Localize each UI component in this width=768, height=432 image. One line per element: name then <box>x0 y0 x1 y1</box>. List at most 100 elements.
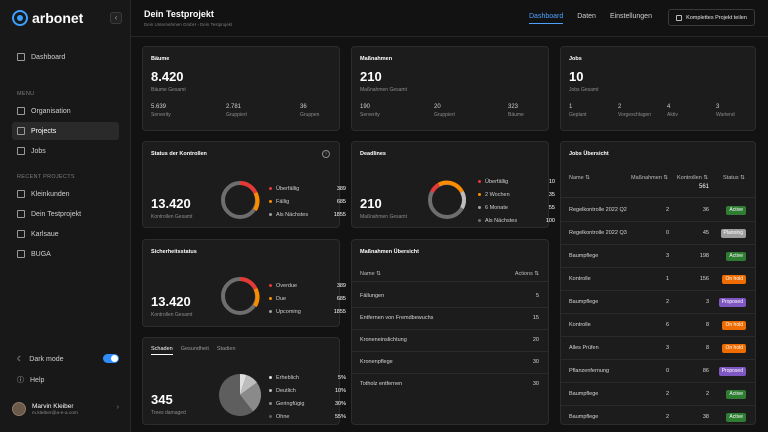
breadcrumb-item[interactable]: Dein Testprojekt <box>200 22 233 27</box>
tab-dashboard[interactable]: Dashboard <box>529 13 564 24</box>
table-row[interactable]: Fällungen 5 <box>352 286 548 308</box>
card-sicherheitsstatus: Sicherheitsstatus 13.420 Kontrollen Gesa… <box>142 239 346 327</box>
stat-item: 190 Serverity <box>360 104 380 118</box>
sicherheit-donut-chart <box>221 277 260 315</box>
recent-project-dein-testprojekt[interactable]: Dein Testprojekt <box>12 205 119 223</box>
sidebar-item-organisation[interactable]: Organisation <box>12 102 119 120</box>
table-row[interactable]: Kontrolle 1 156 On hold <box>561 268 755 291</box>
job-kontrollen: 198 <box>699 253 709 259</box>
job-name: Regelkontrolle 2022 Q2 <box>569 207 627 213</box>
job-name: Alles Prüfen <box>569 345 599 351</box>
sidebar-item-dashboard[interactable]: Dashboard <box>12 48 119 66</box>
job-kontrollen: 8 <box>705 322 709 328</box>
table-row[interactable]: Kroneneinslichtung 20 <box>352 330 548 352</box>
column-header-name[interactable]: Name ⇅ <box>569 175 590 181</box>
tab-schaden[interactable]: Schaden <box>151 346 173 355</box>
help-link[interactable]: ⓘ Help <box>12 373 44 387</box>
table-row[interactable]: Kronenpflege 30 <box>352 352 548 374</box>
job-massnahmen: 2 <box>665 207 669 213</box>
status-badge: On hold <box>722 344 746 353</box>
column-header-kontrollen[interactable]: Kontrollen ⇅ <box>677 175 708 181</box>
column-header-massnahmen[interactable]: Maßnahmen ⇅ <box>631 175 669 181</box>
dashboard-icon <box>17 53 25 61</box>
table-row[interactable]: Entfernen von Fremdbewuchs 15 <box>352 308 548 330</box>
stat-item: 2.781 Gruppiert <box>226 104 247 118</box>
schaden-legend: Erheblich 5% Deutlich 10% Geringfügig 30% O… <box>269 371 346 423</box>
sidebar-item-jobs[interactable]: Jobs <box>12 142 119 160</box>
recent-project-karlsaue[interactable]: Karlsaue <box>12 225 119 243</box>
folder-icon <box>17 190 25 198</box>
logo-icon <box>12 10 28 26</box>
main-nav: Dashboard <box>0 48 131 66</box>
sidebar-item-label: Dashboard <box>31 53 66 61</box>
legend-item: Overdue 389 <box>269 279 346 292</box>
legend-item: Als Nächstes 100 <box>478 214 555 227</box>
job-massnahmen: 1 <box>665 276 669 282</box>
table-row[interactable]: Alles Prüfen 3 8 On hold <box>561 337 755 360</box>
card-schaden: Schaden Gesundheit Stadien 345 Trees dam… <box>142 337 346 425</box>
tab-stadien[interactable]: Stadien <box>216 346 236 352</box>
card-subtitle: Jobs Gesamt <box>569 87 599 93</box>
stat-item: 1 Geplant <box>569 104 587 118</box>
app-logo[interactable]: arbonet <box>12 10 83 26</box>
job-massnahmen: 6 <box>665 322 669 328</box>
dark-mode-toggle[interactable] <box>103 354 119 363</box>
jobs-icon <box>17 147 25 155</box>
job-massnahmen: 3 <box>665 345 669 351</box>
job-kontrollen: 36 <box>702 207 709 213</box>
table-row[interactable]: Regelkontrolle 2022 Q2 2 36 Active <box>561 199 755 222</box>
card-subtitle: Maßnahmen Gesamt <box>360 87 407 93</box>
deadlines-legend: Überfällig 10 2 Wochen 35 6 Monate 55 Als N… <box>478 175 555 227</box>
help-icon: ⓘ <box>17 377 24 384</box>
sort-icon: ⇅ <box>534 271 539 277</box>
table-row[interactable]: Kontrolle 6 8 On hold <box>561 314 755 337</box>
user-email: m.kleiber@a-e-a.com <box>32 410 78 416</box>
top-bar: Dein Testprojekt Dein Unternehmen GmbH ›… <box>131 0 768 37</box>
sicherheit-legend: Overdue 389 Due 685 Upcoming 1855 <box>269 279 346 318</box>
card-value: 13.420 <box>151 294 191 309</box>
user-menu[interactable]: Marvin Kleiber m.kleiber@a-e-a.com › <box>12 398 119 420</box>
schaden-pie-chart <box>219 373 262 416</box>
collapse-sidebar-button[interactable]: ‹ <box>110 12 122 24</box>
job-massnahmen: 0 <box>665 368 669 374</box>
job-name: Kontrolle <box>569 322 591 328</box>
tab-gesundheit[interactable]: Gesundheit <box>180 346 209 352</box>
page-tabs: Dashboard Daten Einstellungen <box>529 13 652 24</box>
job-kontrollen: 45 <box>702 230 709 236</box>
table-row[interactable]: Pflanzenfernung 0 86 Proposed <box>561 360 755 383</box>
menu-section-label: MENU <box>17 91 35 97</box>
card-deadlines: Deadlines 210 Maßnahmen Gesamt Überfälli… <box>351 141 555 228</box>
tab-einstellungen[interactable]: Einstellungen <box>609 13 652 20</box>
job-massnahmen: 3 <box>665 253 669 259</box>
tab-daten[interactable]: Daten <box>577 13 596 20</box>
card-value: 13.420 <box>151 196 191 211</box>
sort-icon: ⇅ <box>663 175 669 181</box>
card-baeume: Bäume 8.420 Bäume Gesamt 5.639 Serverity … <box>142 46 340 131</box>
table-row[interactable]: Baumpflege 2 3 Proposed <box>561 291 755 314</box>
share-project-button[interactable]: Komplettes Projekt teilen <box>668 9 755 26</box>
table-row[interactable]: Baumpflege 2 2 Active <box>561 383 755 406</box>
table-header: Name ⇅ Maßnahmen ⇅ Kontrollen ⇅ 561 Stat… <box>561 170 755 198</box>
column-header-status[interactable]: Status ⇅ <box>723 175 745 181</box>
breadcrumb-item[interactable]: Dein Unternehmen GmbH <box>144 22 197 27</box>
info-icon[interactable]: i <box>322 150 330 158</box>
legend-item: Erheblich 5% <box>269 371 346 384</box>
recent-project-kleinkunden[interactable]: Kleinkunden <box>12 185 119 203</box>
table-header: Name ⇅ Actions ⇅ <box>352 268 548 282</box>
card-value: 8.420 <box>151 69 184 84</box>
recent-project-buga[interactable]: BUGA <box>12 245 119 263</box>
recent-project-label: Kleinkunden <box>31 190 70 198</box>
table-row[interactable]: Baumpflege 3 198 Active <box>561 245 755 268</box>
card-value: 210 <box>360 196 382 211</box>
column-header-name[interactable]: Name ⇅ <box>360 271 381 277</box>
job-name: Baumpflege <box>569 299 599 305</box>
card-status-kontrollen: Status der Kontrollen i 13.420 Kontrolle… <box>142 141 346 228</box>
table-row[interactable]: Regelkontrolle 2022 Q3 0 45 Planning <box>561 222 755 245</box>
moon-icon: ☾ <box>17 356 24 363</box>
column-header-actions[interactable]: Actions ⇅ <box>514 271 539 277</box>
status-badge: Proposed <box>718 367 746 376</box>
sidebar-item-label: Jobs <box>31 147 46 155</box>
table-row[interactable]: Baumpflege 2 38 Active <box>561 406 755 424</box>
table-row[interactable]: Totholz entfernen 30 <box>360 381 539 387</box>
sidebar-item-projects[interactable]: Projects <box>12 122 119 140</box>
